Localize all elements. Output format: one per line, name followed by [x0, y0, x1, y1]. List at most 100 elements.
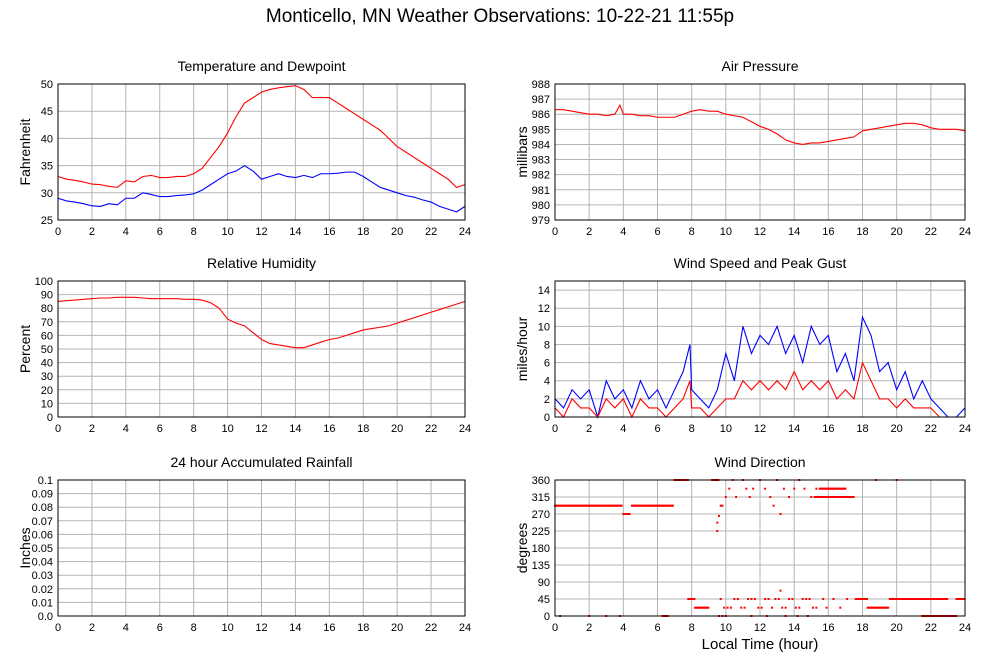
wind-direction-point	[811, 606, 814, 609]
x-tick-label: 12	[754, 622, 766, 634]
wind-direction-point	[726, 606, 729, 609]
wind-direction-point	[829, 496, 832, 498]
wind-direction-point	[582, 504, 585, 507]
wind-direction-point	[584, 504, 587, 507]
wind-direction-point	[839, 606, 842, 609]
chart-title: Air Pressure	[721, 58, 798, 74]
wind-direction-point	[830, 496, 833, 498]
wind-direction-point	[900, 598, 903, 600]
wind-direction-point	[918, 598, 921, 600]
wind-direction-point	[863, 598, 866, 600]
y-tick-label: 100	[35, 276, 53, 288]
wind-direction-point	[916, 598, 919, 600]
y-tick-label: 984	[532, 139, 550, 151]
wind-direction-point	[938, 598, 941, 600]
wind-direction-point	[578, 504, 581, 507]
wind-direction-point	[813, 496, 816, 498]
wind-direction-point	[573, 504, 576, 507]
wind-direction-point	[654, 504, 657, 507]
wind-direction-point	[841, 487, 844, 490]
y-tick-label: 0.09	[32, 489, 53, 501]
wind-direction-point	[944, 598, 947, 600]
wind-direction-point	[696, 606, 699, 609]
wind-direction-point	[897, 598, 900, 600]
y-tick-label: 0.04	[32, 557, 53, 569]
y-tick-label: 14	[538, 285, 550, 297]
wind-direction-point	[879, 606, 882, 609]
y-tick-label: 6	[544, 358, 550, 370]
wind-direction-point	[658, 504, 661, 507]
y-tick-label: 983	[532, 155, 550, 167]
wind-direction-point	[561, 504, 564, 507]
wind-direction-point	[815, 487, 818, 490]
wind-direction-point	[832, 598, 835, 600]
wind-direction-point	[558, 504, 561, 507]
plot-frame	[57, 83, 466, 221]
wind-direction-point	[810, 496, 813, 498]
wind-direction-point	[580, 504, 583, 507]
wind-direction-point	[930, 598, 933, 600]
x-tick-label: 12	[255, 622, 267, 634]
wind-direction-point	[864, 598, 867, 600]
wind-direction-point	[892, 598, 895, 600]
wind-direction-point	[945, 598, 948, 600]
wind-direction-point	[833, 496, 836, 498]
wind-direction-point	[825, 496, 828, 498]
wind-direction-point	[808, 598, 811, 600]
wind-direction-point	[788, 496, 791, 498]
wind-direction-point	[838, 496, 841, 498]
wind-direction-point	[915, 598, 918, 600]
wind-direction-point	[669, 504, 672, 507]
wind-direction-point	[617, 504, 620, 507]
wind-direction-point	[729, 606, 732, 609]
wind-direction-point	[603, 504, 606, 507]
wind-direction-point	[660, 504, 663, 507]
wind-direction-point	[607, 504, 610, 507]
wind-direction-point	[567, 504, 570, 507]
wind-direction-point	[937, 598, 940, 600]
wind-direction-point	[868, 606, 871, 609]
wind-direction-point	[920, 598, 923, 600]
wind-direction-point	[570, 504, 573, 507]
wind-direction-point	[817, 496, 820, 498]
wind-direction-point	[801, 598, 804, 600]
x-tick-label: 14	[788, 622, 800, 634]
wind-direction-point	[890, 598, 893, 600]
wind-direction-point	[865, 598, 868, 600]
wind-direction-point	[837, 487, 840, 490]
wind-direction-point	[862, 598, 865, 600]
wind-direction-point	[721, 504, 724, 507]
wind-direction-point	[655, 504, 658, 507]
temperature-dewpoint-series-line-1	[57, 164, 466, 213]
wind-direction-point	[851, 496, 854, 498]
y-tick-label: 2	[544, 394, 550, 406]
wind-direction-point	[719, 504, 722, 507]
wind-direction-point	[941, 598, 944, 600]
y-tick-label: 986	[532, 109, 550, 121]
wind-direction-point	[601, 504, 604, 507]
wind-direction-point	[772, 504, 775, 507]
y-tick-label: 0.01	[32, 597, 53, 609]
wind-direction-point	[630, 504, 633, 507]
y-tick-label: 0.07	[32, 516, 53, 528]
y-tick-label: 80	[41, 303, 53, 315]
x-tick-label: 14	[788, 226, 800, 238]
relative-humidity-series-line-0	[57, 296, 466, 349]
x-tick-label: 10	[221, 423, 233, 435]
wind-direction-point	[636, 504, 638, 507]
wind-direction-point	[839, 496, 842, 498]
y-tick-label: 0.0	[38, 611, 53, 623]
wind-direction-point	[906, 598, 909, 600]
wind-direction-point	[622, 513, 625, 515]
wind-direction-point	[645, 504, 648, 507]
wind-direction-point	[932, 598, 935, 600]
wind-direction-point	[618, 504, 621, 507]
wind-direction-point	[671, 504, 674, 507]
x-tick-label: 0	[55, 622, 61, 634]
x-tick-label: 16	[822, 622, 834, 634]
wind-direction-point	[875, 606, 878, 609]
wind-direction-point	[733, 598, 736, 600]
y-tick-label: 40	[41, 133, 53, 145]
y-tick-label: 70	[41, 317, 53, 329]
x-axis-caption: Local Time (hour)	[701, 636, 819, 653]
